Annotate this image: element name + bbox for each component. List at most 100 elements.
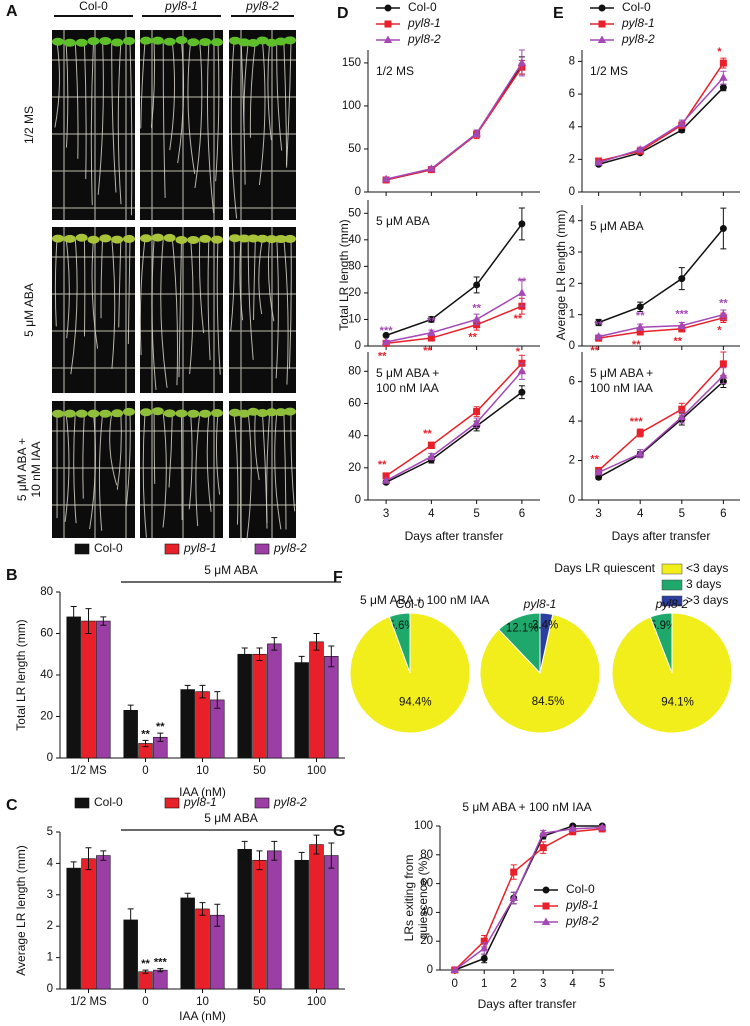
seedling [63,409,76,418]
y-axis-label: Total LR length (mm) [337,219,351,330]
root [100,238,104,319]
marker [539,844,547,852]
series-line [385,223,523,337]
series-line [598,77,724,164]
marker [384,4,392,12]
marker [542,886,550,894]
seedling [52,37,64,46]
y-tick-label: 3 [569,246,575,258]
marker [719,371,728,379]
bracket-label: 5 μM ABA [204,811,258,825]
root [54,41,60,128]
y-axis-label: Average LR length (mm) [554,210,568,341]
root [139,238,146,356]
panel-label: E [553,5,564,22]
panel-label: B [6,567,18,584]
slice-label: 12.1% [506,622,539,634]
seedling [187,38,200,47]
y-tick-label: 40 [420,906,433,918]
root [254,412,260,481]
marker [427,315,435,323]
condition-label: 5 μM ABA [22,283,36,337]
root [64,412,70,522]
panel-label: D [337,5,349,22]
y-tick-label: 100 [414,820,433,832]
x-tick-label: 6 [519,508,525,520]
pie-name: pyl8-1 [523,597,557,611]
bar [324,855,339,990]
error-bar [241,840,248,858]
error-bar [70,606,77,628]
legend-label: pyl8-2 [273,795,307,809]
bar [180,897,195,990]
marker [598,20,606,28]
bar [81,620,96,759]
marker [598,822,607,831]
y-tick-label: 0 [569,186,575,198]
seedling [229,36,241,45]
y-tick-label: 60 [420,878,433,890]
seedling [52,409,64,418]
root [249,41,256,138]
root [151,238,157,391]
root [283,238,289,385]
significance-mark: ** [141,958,150,970]
marker [678,405,686,413]
marker [427,328,436,336]
y-tick-label: 60 [40,628,53,640]
root [198,238,205,334]
y-axis-label: Average LR length (mm) [14,845,28,976]
series-line [385,66,523,181]
series-line [598,228,724,324]
marker [473,408,481,416]
error-bar [142,969,149,974]
seedling [256,409,269,418]
root [162,412,167,528]
root [239,238,244,321]
root [216,238,221,375]
series-line [385,370,523,482]
legend-swatch [74,797,90,809]
seedling [247,38,260,47]
root [258,41,266,186]
legend-swatch [661,595,683,607]
seedling [111,409,124,418]
y-tick-label: 4 [47,857,54,869]
seedling [140,36,152,45]
slice-label: 94.4% [399,697,432,709]
legend-label: Col-0 [94,795,123,809]
condition-label: 100 nM IAA [376,381,439,395]
series-line [385,65,523,181]
root [283,41,288,168]
legend-label: pyl8-2 [565,914,599,928]
significance-mark: ** [156,721,165,733]
y-tick-label: 0 [569,340,575,352]
marker [427,452,436,460]
y-tick-label: 20 [348,462,361,474]
legend-swatch [661,579,683,591]
root [283,412,287,530]
x-tick-label: 4 [637,508,644,520]
error-bar [298,655,305,670]
root [267,238,275,322]
seedling [75,409,88,418]
y-tick-label: 50 [348,207,361,219]
error-bar [313,633,320,651]
error-bar [157,968,164,973]
condition-label: 100 nM IAA [590,381,653,395]
legend-title: Days LR quiescent [554,561,655,575]
marker [381,337,391,346]
panel-label: A [6,3,18,20]
root [168,412,173,488]
x-tick-label: 1/2 MS [70,765,107,777]
error-bar [100,616,107,626]
significance-mark: ** [514,313,523,325]
chart-title: 5 μM ABA + 100 nM IAA [360,593,489,607]
significance-mark: ** [636,310,645,322]
seedling [211,235,223,244]
root [111,238,116,369]
root [160,238,168,388]
y-tick-label: 8 [569,55,575,67]
x-tick-label: 1 [481,978,487,990]
y-tick-label: 40 [40,669,53,681]
